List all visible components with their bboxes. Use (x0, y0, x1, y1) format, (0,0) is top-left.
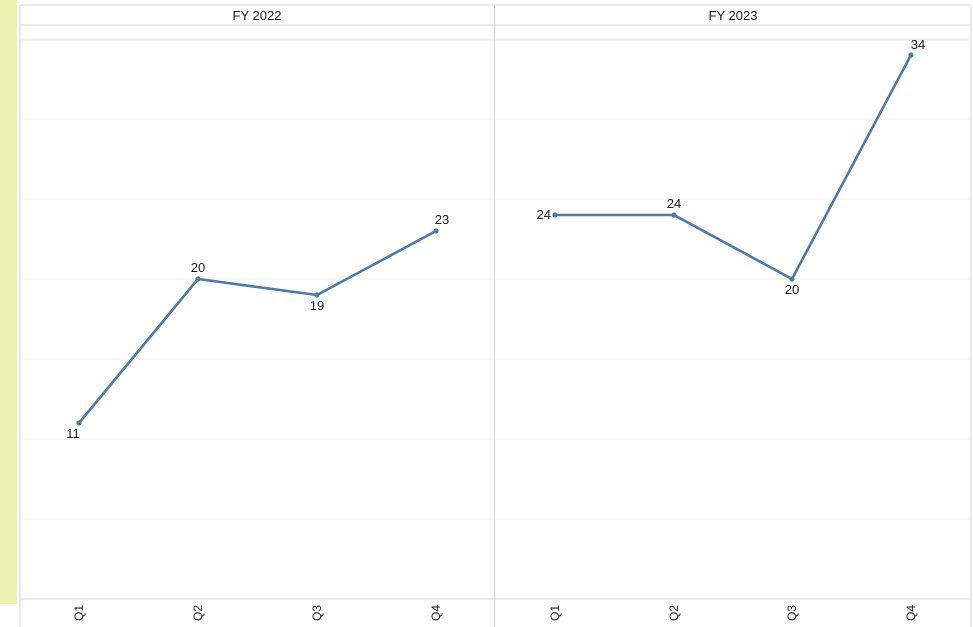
data-point[interactable] (314, 292, 320, 298)
x-axis-tick-labels: Q1 Q2 Q3 Q4 Q1 Q2 Q3 Q4 (72, 605, 918, 621)
x-tick-label: Q2 (667, 605, 681, 621)
data-label: 19 (310, 298, 324, 313)
pane-borders (19, 4, 972, 627)
data-label: 24 (667, 196, 681, 211)
panel-header: FY 2023 (709, 8, 758, 23)
panel-header: FY 2022 (233, 8, 282, 23)
left-band (0, 0, 17, 604)
x-tick-label: Q3 (785, 605, 799, 621)
gridlines (20, 38, 971, 520)
x-tick-label: Q4 (429, 605, 443, 621)
x-tick-label: Q2 (191, 605, 205, 621)
data-label: 24 (537, 207, 551, 222)
x-tick-label: Q1 (548, 605, 562, 621)
series-lines: 11 20 19 23 24 24 20 34 (66, 37, 925, 441)
data-label: 20 (191, 260, 205, 275)
x-tick-label: Q3 (310, 605, 324, 621)
data-label: 11 (66, 426, 80, 441)
data-point[interactable] (671, 212, 677, 218)
data-point[interactable] (76, 420, 82, 426)
series-line (77, 229, 438, 425)
panel-headers: FY 2022 FY 2023 (233, 8, 758, 23)
data-point[interactable] (789, 276, 795, 282)
data-label: 23 (435, 212, 449, 227)
x-tick-label: Q1 (72, 605, 86, 621)
data-point[interactable] (552, 212, 558, 218)
data-point[interactable] (433, 228, 439, 234)
x-tick-label: Q4 (904, 605, 918, 621)
data-label: 34 (911, 37, 925, 52)
data-label: 20 (785, 282, 799, 297)
data-point[interactable] (908, 52, 914, 58)
series-line (553, 53, 913, 281)
data-point[interactable] (195, 276, 201, 282)
